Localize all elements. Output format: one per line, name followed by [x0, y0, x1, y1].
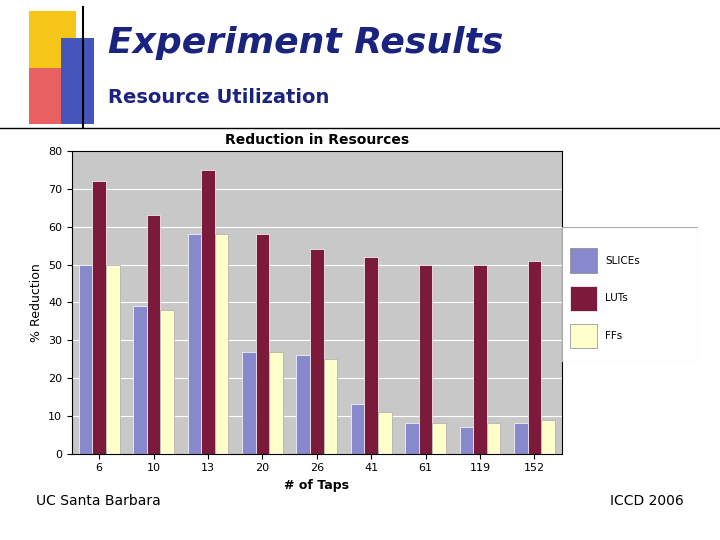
Bar [473, 265, 487, 454]
Bar [29, 11, 76, 68]
X-axis label: # of Taps: # of Taps [284, 479, 349, 492]
Bar [215, 234, 228, 454]
Bar [29, 68, 76, 124]
Text: Resource Utilization: Resource Utilization [108, 87, 329, 107]
Bar [269, 352, 283, 454]
Text: UC Santa Barbara: UC Santa Barbara [36, 495, 161, 508]
Bar [147, 215, 161, 454]
Bar [487, 423, 500, 454]
Bar [570, 248, 597, 273]
Bar [92, 181, 106, 454]
Bar [459, 427, 473, 454]
Bar [161, 310, 174, 454]
Bar [310, 249, 323, 454]
Bar [242, 352, 256, 454]
Text: LUTs: LUTs [606, 293, 628, 303]
Bar [528, 261, 541, 454]
Bar [256, 234, 269, 454]
Bar [419, 265, 433, 454]
Bar [405, 423, 419, 454]
Bar [201, 170, 215, 454]
Bar [78, 265, 92, 454]
Text: SLICEs: SLICEs [606, 255, 640, 266]
Bar [133, 306, 147, 454]
Title: Reduction in Resources: Reduction in Resources [225, 133, 409, 147]
Y-axis label: % Reduction: % Reduction [30, 263, 42, 342]
Text: FFs: FFs [606, 331, 623, 341]
Bar [297, 355, 310, 454]
Bar [351, 404, 364, 454]
Bar [61, 38, 94, 124]
Bar [323, 359, 337, 454]
Bar [188, 234, 201, 454]
Bar [433, 423, 446, 454]
Text: Experiment Results: Experiment Results [108, 26, 503, 60]
Bar [570, 324, 597, 348]
Bar [364, 257, 378, 454]
Bar [514, 423, 528, 454]
Bar [378, 412, 392, 454]
Text: ICCD 2006: ICCD 2006 [611, 495, 684, 508]
Bar [106, 265, 120, 454]
Bar [541, 420, 555, 454]
Bar [570, 286, 597, 310]
